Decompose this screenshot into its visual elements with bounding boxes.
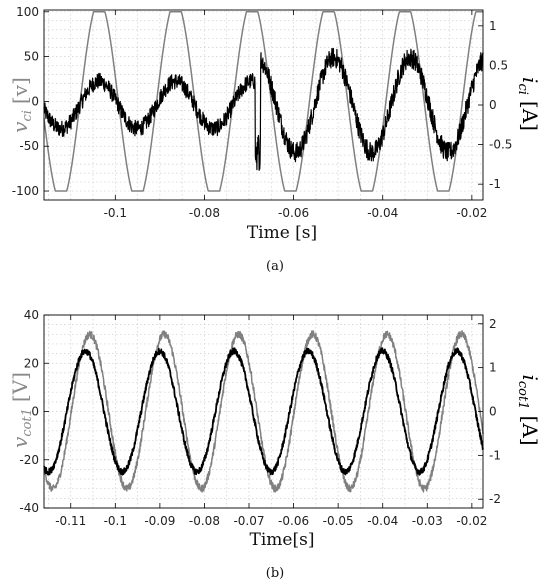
panel-b-ylabel-left: vcot1[V] bbox=[8, 372, 35, 448]
x-tick-label: -0.06 bbox=[278, 206, 309, 220]
series-line-gray bbox=[43, 11, 484, 192]
panel-a-ylabel-right: ici[A] bbox=[515, 77, 542, 131]
x-tick-label: -0.08 bbox=[189, 514, 220, 528]
series-line-black bbox=[43, 347, 484, 476]
x-tick-label: -0.02 bbox=[456, 514, 487, 528]
y-right-tick-label: -2 bbox=[489, 492, 501, 506]
panel-b-ticks: -0.11 -0.1 -0.09 -0.08 -0.07 -0.06 -0.05 -0.04-… bbox=[19, 308, 501, 528]
panel-b: -0.11 -0.1 -0.09 -0.08 -0.07 -0.06 -0.05 -0.04-… bbox=[8, 308, 542, 581]
y-left-tick-label: 0 bbox=[31, 405, 39, 419]
y-right-tick-label: 0 bbox=[489, 98, 497, 112]
series-line-black bbox=[43, 47, 484, 171]
x-tick-label: -0.11 bbox=[55, 514, 86, 528]
panel-a-ticks: -0.1 -0.08 -0.06 -0.04 -0.02 -100 -50 0 50 100 -1 -… bbox=[12, 5, 513, 220]
x-tick-label: -0.04 bbox=[367, 514, 398, 528]
y-left-tick-label: -20 bbox=[19, 453, 39, 467]
x-tick-label: -0.1 bbox=[104, 206, 127, 220]
y-right-tick-label: -1 bbox=[489, 448, 501, 462]
y-right-tick-label: -0.5 bbox=[489, 138, 512, 152]
y-right-tick-label: 1 bbox=[489, 19, 497, 33]
y-right-tick-label: 1 bbox=[489, 361, 497, 375]
y-right-tick-label: 0.5 bbox=[489, 58, 508, 72]
y-left-tick-label: 100 bbox=[16, 5, 39, 19]
y-right-tick-label: 0 bbox=[489, 405, 497, 419]
panel-a-ylabel-left: vci[v] bbox=[8, 77, 35, 133]
x-tick-label: -0.06 bbox=[278, 514, 309, 528]
y-left-tick-label: 50 bbox=[24, 50, 39, 64]
x-tick-label: -0.08 bbox=[189, 206, 220, 220]
panel-a-caption: (a) bbox=[266, 259, 284, 274]
panel-a: -0.1 -0.08 -0.06 -0.04 -0.02 -100 -50 0 50 100 -1 -… bbox=[8, 5, 542, 274]
y-right-tick-label: -1 bbox=[489, 177, 501, 191]
panel-b-ylabel-right: icot1[A] bbox=[515, 374, 542, 445]
y-left-tick-label: -100 bbox=[12, 184, 39, 198]
x-tick-label: -0.07 bbox=[233, 514, 264, 528]
panel-b-series bbox=[43, 330, 484, 493]
y-left-tick-label: -50 bbox=[19, 139, 39, 153]
x-tick-label: -0.03 bbox=[412, 514, 443, 528]
x-tick-label: -0.09 bbox=[144, 514, 175, 528]
x-tick-label: -0.02 bbox=[456, 206, 487, 220]
panel-b-grid bbox=[44, 314, 483, 509]
y-left-tick-label: -40 bbox=[19, 501, 39, 515]
panel-b-caption: (b) bbox=[266, 566, 284, 581]
x-tick-label: -0.1 bbox=[104, 514, 127, 528]
panel-a-series bbox=[43, 11, 484, 192]
y-left-tick-label: 20 bbox=[24, 356, 39, 370]
panel-b-xlabel: Time[s] bbox=[250, 530, 315, 550]
x-tick-label: -0.04 bbox=[367, 206, 398, 220]
y-right-tick-label: 2 bbox=[489, 317, 497, 331]
panel-a-xlabel: Time [s] bbox=[247, 223, 317, 243]
x-tick-label: -0.05 bbox=[323, 514, 354, 528]
y-left-tick-label: 0 bbox=[31, 94, 39, 108]
y-left-tick-label: 40 bbox=[24, 308, 39, 322]
